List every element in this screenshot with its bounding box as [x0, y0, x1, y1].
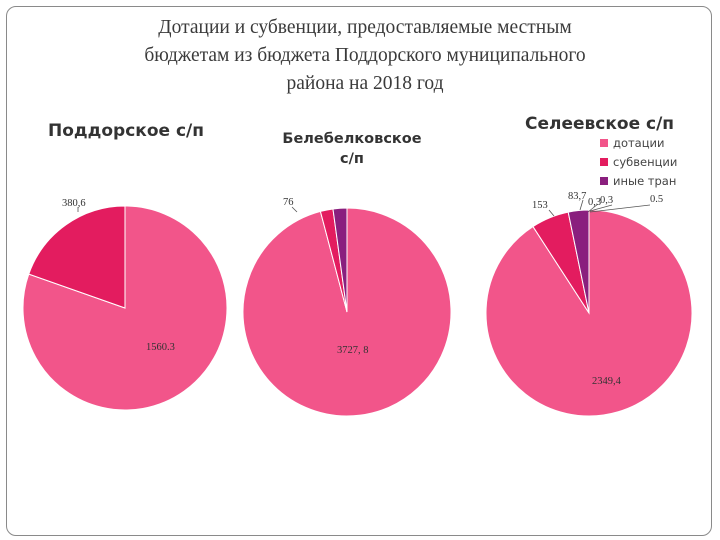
- data-label: 0.5: [650, 194, 663, 205]
- legend: дотации субвенции иные тран: [600, 136, 677, 188]
- leader-line: [587, 203, 599, 213]
- chart-1-title: Поддорское с/п: [48, 121, 204, 141]
- legend-swatch-inye: [600, 177, 608, 185]
- legend-swatch-dotacii: [600, 139, 608, 147]
- data-label: 153: [532, 200, 548, 211]
- pie-3: [485, 209, 693, 417]
- title-line-1: Дотации и субвенции, предоставляемые мес…: [158, 17, 572, 38]
- data-label: 0,3: [600, 195, 613, 206]
- title-line-3: района на 2018 год: [286, 73, 444, 94]
- chart-2-title-line-2: с/п: [340, 151, 364, 167]
- slide-title: Дотации и субвенции, предоставляемые мес…: [40, 14, 690, 98]
- leader-line: [589, 204, 651, 213]
- leader-line: [589, 204, 613, 212]
- pie-slice: [567, 209, 590, 314]
- chart-belebelkovskoe: Белебелковское с/п 76 3727, 8: [242, 131, 452, 417]
- legend-item-inye: иные тран: [613, 174, 676, 188]
- chart-seleevskoe: Селеевское с/п дотации субвенции иные тр…: [485, 114, 693, 417]
- leader-line: [548, 209, 555, 217]
- leader-line: [579, 199, 584, 211]
- chart-poddorskoe: Поддорское с/п 380,6 1560.3: [22, 121, 228, 411]
- data-label: 0,3: [588, 197, 601, 208]
- chart-3-title: Селеевское с/п: [525, 114, 674, 134]
- title-line-2: бюджетам из бюджета Поддорского муниципа…: [144, 45, 586, 66]
- leader-line: [291, 206, 298, 213]
- pie-1: [22, 205, 228, 411]
- data-label: 380,6: [62, 198, 86, 209]
- data-label: 3727, 8: [337, 345, 369, 356]
- legend-item-dotacii: дотации: [613, 136, 665, 150]
- pie-slice: [22, 205, 228, 411]
- chart-2-title-line-1: Белебелковское: [282, 131, 421, 147]
- data-label: 76: [283, 197, 294, 208]
- legend-swatch-subvencii: [600, 158, 608, 166]
- pie-slice: [332, 207, 348, 313]
- data-label: 1560.3: [146, 342, 175, 353]
- pie-2: [242, 207, 452, 417]
- data-label: 83,7: [568, 191, 586, 202]
- legend-item-subvencii: субвенции: [613, 155, 677, 169]
- data-label: 2349,4: [592, 376, 622, 387]
- pie-slice: [28, 205, 126, 309]
